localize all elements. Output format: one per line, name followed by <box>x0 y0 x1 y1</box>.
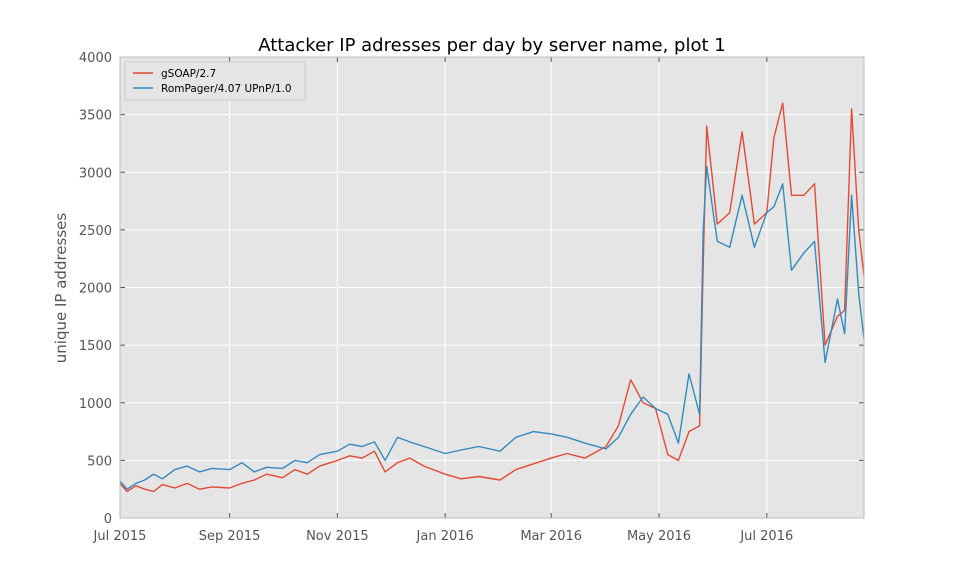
y-tick-label: 0 <box>104 512 112 527</box>
x-tick-label: Sep 2015 <box>199 529 261 544</box>
x-tick-label: Jul 2015 <box>93 529 147 544</box>
y-tick-label: 2500 <box>79 224 112 239</box>
y-tick-label: 4000 <box>79 51 112 66</box>
legend: gSOAP/2.7 RomPager/4.07 UPnP/1.0 <box>124 61 306 101</box>
y-tick-label: 1500 <box>79 339 112 354</box>
y-tick-label: 2000 <box>79 282 112 297</box>
series-line-1 <box>119 102 865 493</box>
chart-title: Attacker IP adresses per day by server n… <box>258 35 725 56</box>
x-tick-label: Jul 2016 <box>739 529 793 544</box>
x-tick-label: May 2016 <box>627 529 691 544</box>
legend-box <box>124 61 306 101</box>
series-line-2 <box>119 165 865 490</box>
x-tick-label: Nov 2015 <box>306 529 369 544</box>
legend-label: gSOAP/2.7 <box>161 68 216 80</box>
x-tick-label: Mar 2016 <box>520 529 582 544</box>
plot-frame <box>119 56 865 519</box>
y-tick-label: 500 <box>87 454 112 469</box>
axes: 0 500 1000 1500 2000 2500 3000 3500 4000 Jul 2015… <box>79 51 865 544</box>
series-layer <box>119 102 865 493</box>
y-axis-label: unique IP addresses <box>52 213 70 364</box>
y-tick-label: 3500 <box>79 109 112 124</box>
y-tick-label: 3000 <box>79 166 112 181</box>
y-tick-label: 1000 <box>79 397 112 412</box>
legend-label: RomPager/4.07 UPnP/1.0 <box>161 83 292 95</box>
x-tick-label: Jan 2016 <box>416 529 474 544</box>
